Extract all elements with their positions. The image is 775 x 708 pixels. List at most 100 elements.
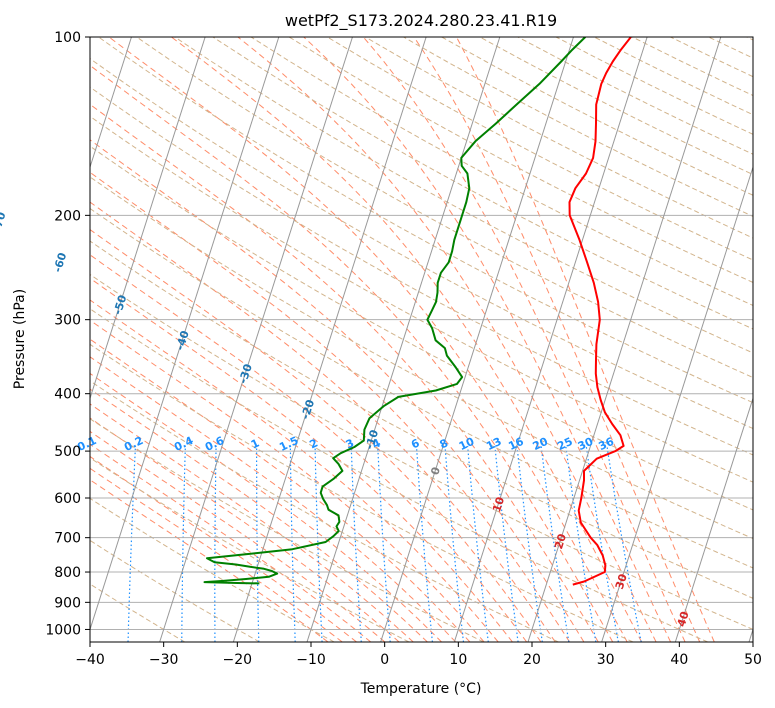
isotherm-line: [380, 37, 574, 642]
moist-adiabat-line: [90, 455, 357, 642]
mixing-ratio-label: 10: [457, 435, 477, 453]
moist-adiabat-line: [237, 37, 657, 642]
y-tick-label: 800: [54, 565, 81, 581]
isotherm-line: [453, 37, 648, 642]
moist-adiabat-line: [90, 64, 614, 642]
isotherm-label: -30: [236, 362, 255, 385]
moist-adiabat-line: [90, 103, 599, 642]
dry-adiabat-line: [90, 343, 634, 642]
mixing-ratio-label: 25: [555, 435, 574, 453]
mixing-ratio-line: [181, 445, 186, 642]
dry-adiabat-line: [90, 418, 484, 642]
dry-adiabat-line: [90, 380, 559, 642]
moist-adiabat-line: [413, 37, 701, 642]
dry-adiabats: [90, 37, 753, 642]
isotherm-label: 20: [552, 532, 569, 551]
dry-adiabat-line: [90, 115, 753, 483]
mixing-ratio-label: 16: [506, 435, 526, 453]
moist-adiabat-line: [90, 403, 414, 642]
x-tick-label: −20: [223, 652, 253, 668]
mixing-ratio-line: [415, 445, 433, 642]
isotherm-line: [306, 37, 501, 642]
moist-adiabat-line: [90, 467, 343, 642]
isotherm-label: -40: [173, 329, 192, 352]
mixing-ratio-line: [494, 445, 519, 642]
mixing-ratio-line: [516, 445, 543, 642]
mixing-ratio-label: 13: [484, 435, 503, 453]
isotherm-line: [90, 37, 280, 632]
isotherms: [90, 37, 753, 642]
isotherm-label: 30: [613, 572, 630, 591]
moist-adiabat-line: [90, 443, 372, 642]
mixing-ratio-line: [606, 445, 642, 642]
plot-area: [90, 37, 753, 642]
mixing-ratio-line: [256, 445, 260, 642]
dry-adiabat-line: [90, 145, 753, 511]
moist-adiabat-line: [303, 37, 672, 642]
y-tick-label: 400: [54, 387, 81, 403]
moist-adiabat-line: [90, 299, 499, 642]
isotherm-label: -10: [363, 428, 382, 451]
dewpoint-series-line: [203, 37, 586, 585]
dry-adiabat-line: [90, 273, 753, 630]
mixing-ratio-line: [214, 445, 217, 642]
mixing-ratio-line: [467, 445, 489, 642]
y-tick-label: 700: [54, 531, 81, 547]
x-tick-label: 20: [523, 652, 541, 668]
dry-adiabat-line: [250, 37, 753, 306]
dry-adiabat-line: [98, 37, 753, 404]
mixing-ratio-line: [540, 445, 570, 642]
moist-adiabats: [90, 37, 715, 642]
y-tick-label: 500: [54, 444, 81, 460]
isotherm-line: [90, 37, 132, 169]
dry-adiabat-line: [90, 86, 753, 456]
moist-adiabat-line: [90, 254, 528, 642]
y-axis-label: Pressure (hPa): [12, 289, 28, 389]
profile-series: [203, 37, 632, 586]
mixing-ratio-line: [350, 445, 362, 642]
plot-frame: [89, 36, 754, 643]
x-tick-label: 40: [670, 652, 688, 668]
isotherm-label: 10: [490, 495, 507, 514]
dry-adiabat-line: [90, 308, 708, 642]
dry-adiabat-line: [288, 37, 753, 283]
x-tick-label: −10: [296, 652, 326, 668]
isotherm-label: -50: [111, 293, 130, 316]
dry-adiabat-line: [90, 583, 186, 642]
moist-adiabat-line: [90, 139, 585, 642]
isotherm-line: [159, 37, 353, 642]
isotherm-line: [674, 396, 753, 642]
isotherm-label: -20: [299, 398, 318, 421]
y-tick-label: 300: [54, 313, 81, 329]
mixing-ratio-lines: [127, 445, 642, 642]
y-tick-label: 100: [54, 30, 81, 46]
isotherm-line: [232, 37, 427, 642]
x-tick-label: −30: [149, 652, 179, 668]
dry-adiabat-line: [90, 539, 260, 642]
x-tick-label: −40: [75, 652, 105, 668]
moist-adiabat-line: [90, 201, 556, 642]
isotherm-line: [601, 165, 753, 642]
moist-adiabat-line: [90, 171, 571, 642]
dry-adiabat-line: [90, 57, 753, 430]
isotherm-label: -70: [0, 210, 9, 233]
mixing-ratio-line: [289, 445, 296, 642]
mixing-ratio-line: [127, 445, 137, 642]
moist-adiabat-line: [90, 372, 442, 642]
moist-adiabat-line: [90, 388, 428, 642]
x-tick-label: 50: [744, 652, 762, 668]
isotherm-label: 0: [428, 465, 443, 477]
isotherm-line: [90, 37, 206, 400]
temperature-series-line: [568, 37, 632, 586]
x-axis-label: Temperature (°C): [360, 681, 482, 697]
isotherm-label: 40: [675, 609, 692, 628]
isotherm-label: -60: [51, 251, 70, 274]
mixing-ratio-line: [314, 445, 323, 642]
moist-adiabat-line: [362, 37, 686, 642]
moist-adiabat-line: [90, 417, 400, 642]
x-tick-label: 0: [380, 652, 389, 668]
mixing-ratio-label: 20: [531, 435, 551, 453]
mixing-ratio-label: 30: [576, 435, 596, 453]
x-axis: −40 −30 −20 −10 0 10 20 30 40 50: [75, 642, 762, 668]
